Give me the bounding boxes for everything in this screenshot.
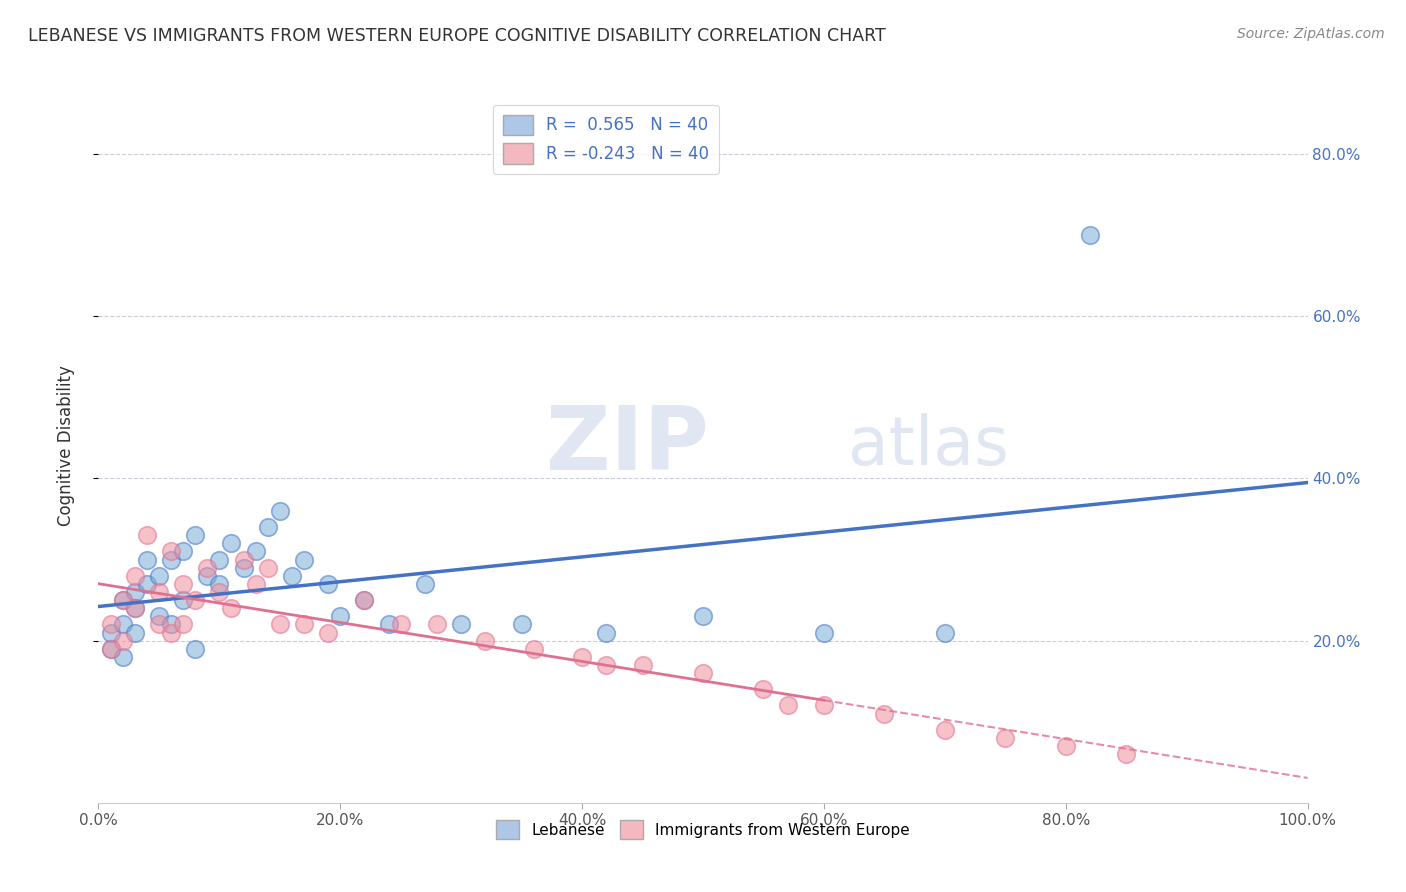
Point <box>195 568 218 582</box>
Point <box>1078 228 1101 243</box>
Point <box>450 617 472 632</box>
Point <box>184 593 207 607</box>
Point <box>934 723 956 737</box>
Point <box>184 528 207 542</box>
Point <box>813 625 835 640</box>
Point <box>124 601 146 615</box>
Point <box>571 649 593 664</box>
Point <box>124 568 146 582</box>
Point <box>269 617 291 632</box>
Point <box>245 577 267 591</box>
Point <box>100 617 122 632</box>
Point <box>160 625 183 640</box>
Point <box>631 657 654 672</box>
Point <box>595 657 617 672</box>
Point <box>281 568 304 582</box>
Point <box>221 536 243 550</box>
Point <box>221 601 243 615</box>
Point <box>934 625 956 640</box>
Point <box>256 560 278 574</box>
Point <box>1115 747 1137 761</box>
Point <box>377 617 399 632</box>
Point <box>172 593 194 607</box>
Text: Source: ZipAtlas.com: Source: ZipAtlas.com <box>1237 27 1385 41</box>
Point <box>692 666 714 681</box>
Point <box>523 641 546 656</box>
Point <box>172 544 194 558</box>
Point <box>353 593 375 607</box>
Point <box>100 641 122 656</box>
Point <box>100 641 122 656</box>
Point <box>208 577 231 591</box>
Point <box>873 706 896 721</box>
Point <box>329 609 352 624</box>
Point <box>184 641 207 656</box>
Y-axis label: Cognitive Disability: Cognitive Disability <box>56 366 75 526</box>
Point <box>426 617 449 632</box>
Point <box>208 585 231 599</box>
Point <box>148 609 170 624</box>
Point <box>813 698 835 713</box>
Point <box>172 577 194 591</box>
Point <box>994 731 1017 745</box>
Point <box>111 633 134 648</box>
Point <box>389 617 412 632</box>
Point <box>195 560 218 574</box>
Point <box>160 617 183 632</box>
Point <box>111 593 134 607</box>
Legend: Lebanese, Immigrants from Western Europe: Lebanese, Immigrants from Western Europe <box>489 814 917 845</box>
Point <box>160 544 183 558</box>
Point <box>292 617 315 632</box>
Point <box>100 625 122 640</box>
Point <box>316 625 339 640</box>
Point <box>316 577 339 591</box>
Point <box>232 560 254 574</box>
Point <box>256 520 278 534</box>
Point <box>245 544 267 558</box>
Point <box>208 552 231 566</box>
Point <box>1054 739 1077 753</box>
Point <box>135 528 157 542</box>
Point <box>692 609 714 624</box>
Text: atlas: atlas <box>848 413 1010 479</box>
Point <box>595 625 617 640</box>
Point <box>148 585 170 599</box>
Point <box>148 617 170 632</box>
Point <box>135 552 157 566</box>
Point <box>111 649 134 664</box>
Point <box>474 633 496 648</box>
Point <box>269 504 291 518</box>
Point <box>172 617 194 632</box>
Point <box>752 682 775 697</box>
Point <box>776 698 799 713</box>
Point <box>292 552 315 566</box>
Point <box>160 552 183 566</box>
Point <box>413 577 436 591</box>
Point <box>135 577 157 591</box>
Point <box>148 568 170 582</box>
Point <box>124 625 146 640</box>
Point <box>111 617 134 632</box>
Text: LEBANESE VS IMMIGRANTS FROM WESTERN EUROPE COGNITIVE DISABILITY CORRELATION CHAR: LEBANESE VS IMMIGRANTS FROM WESTERN EURO… <box>28 27 886 45</box>
Point <box>353 593 375 607</box>
Point <box>124 585 146 599</box>
Point <box>111 593 134 607</box>
Point <box>510 617 533 632</box>
Text: ZIP: ZIP <box>546 402 709 490</box>
Point <box>232 552 254 566</box>
Point <box>124 601 146 615</box>
